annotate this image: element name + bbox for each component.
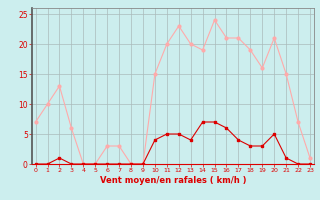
X-axis label: Vent moyen/en rafales ( km/h ): Vent moyen/en rafales ( km/h ) [100, 176, 246, 185]
